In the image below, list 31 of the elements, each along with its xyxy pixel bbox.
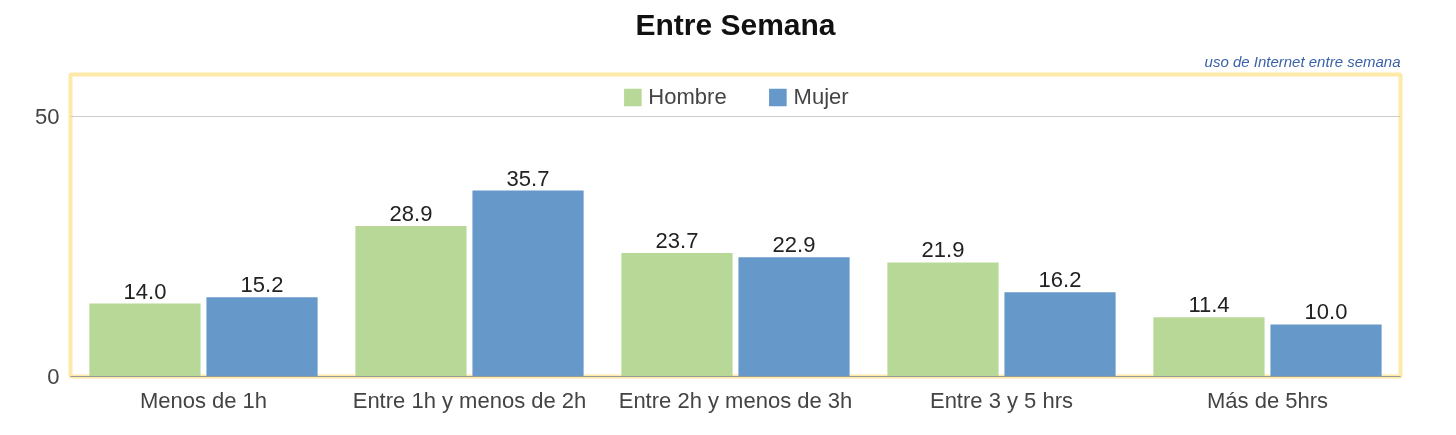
bar <box>738 257 850 377</box>
y-tick-label: 0 <box>47 364 60 389</box>
data-label: 11.4 <box>1188 292 1230 318</box>
legend-label: Mujer <box>793 84 849 110</box>
x-tick-label: Entre 2h y menos de 3h <box>618 387 853 413</box>
data-label: 22.9 <box>772 232 816 258</box>
bar <box>472 190 584 377</box>
bar <box>1270 324 1382 377</box>
chart-title: Entre Semana <box>635 7 836 41</box>
data-label: 35.7 <box>506 165 550 191</box>
bar <box>206 297 318 377</box>
bar <box>1153 317 1265 377</box>
data-label: 21.9 <box>921 237 965 263</box>
bar <box>887 262 999 377</box>
data-label: 23.7 <box>655 228 699 254</box>
x-tick-label: Entre 1h y menos de 2h <box>352 387 587 413</box>
data-label: 16.2 <box>1038 267 1082 293</box>
data-label: 14.0 <box>123 278 167 304</box>
text: uso de Internet entre semana <box>1204 52 1401 70</box>
x-tick-label: Entre 3 y 5 hrs <box>929 387 1074 413</box>
bar <box>1004 292 1116 377</box>
x-tick-label: Menos de 1h <box>139 387 268 413</box>
y-tick-label: 50 <box>35 103 60 129</box>
bar <box>621 253 733 377</box>
data-label: 28.9 <box>389 201 433 227</box>
bar <box>89 303 201 377</box>
legend-label: Hombre <box>648 84 727 110</box>
bar <box>355 226 467 377</box>
data-label: 15.2 <box>240 272 284 298</box>
data-label: 10.0 <box>1304 299 1348 325</box>
x-tick-label: Más de 5hrs <box>1206 387 1329 413</box>
